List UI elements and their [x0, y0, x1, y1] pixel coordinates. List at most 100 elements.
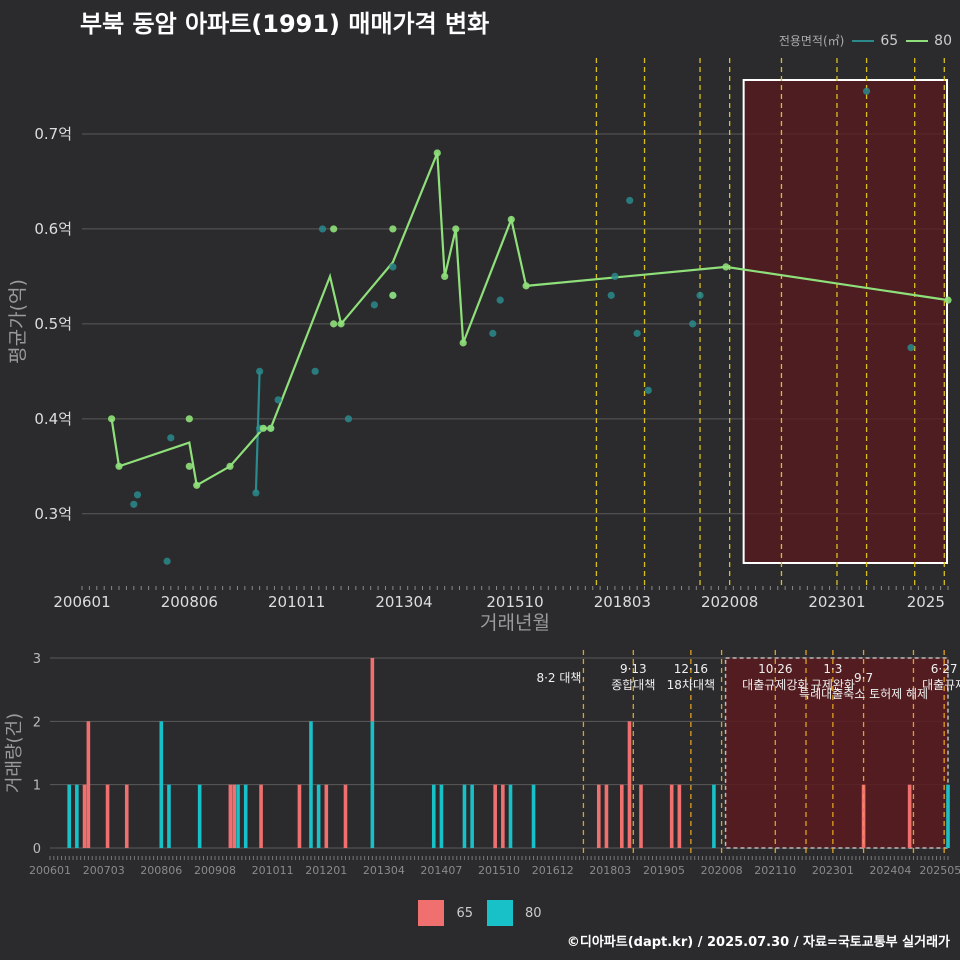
volume-bar-65 — [324, 784, 329, 848]
volume-bar-80 — [370, 721, 375, 848]
volume-bar-65 — [259, 784, 263, 848]
volume-x-tick-label: 202008 — [701, 864, 743, 877]
volume-x-tick-label: 200908 — [194, 864, 236, 877]
data-point-65 — [644, 386, 652, 394]
x-axis-title: 거래년월 — [480, 612, 550, 634]
data-point-65 — [696, 291, 704, 299]
data-point-80 — [522, 282, 530, 290]
data-point-65 — [274, 396, 282, 404]
volume-bar-65 — [370, 658, 375, 722]
policy-annotation: 대출규제 — [922, 678, 960, 692]
x-tick-label: 202301 — [808, 593, 865, 611]
volume-bar-80 — [531, 784, 536, 848]
volume-x-tick-label: 201612 — [532, 864, 574, 877]
data-point-65 — [607, 291, 615, 299]
bottom-legend-swatch-65 — [418, 900, 445, 926]
x-tick-label: 200806 — [161, 593, 218, 611]
volume-x-tick-label: 201011 — [252, 864, 294, 877]
data-point-80 — [259, 424, 267, 432]
legend-item-65: 65 — [852, 33, 898, 49]
volume-bar-80 — [197, 784, 202, 848]
y-tick-label: 0.3억 — [34, 505, 72, 523]
data-point-80 — [722, 263, 730, 271]
volume-bar-80 — [159, 721, 164, 848]
top-legend: 전용면적(㎡) 65 80 — [779, 32, 952, 49]
policy-annotation: 종합대책 — [611, 677, 655, 692]
volume-bar-80 — [431, 784, 436, 848]
data-point-65 — [130, 500, 138, 508]
data-point-80 — [108, 415, 116, 423]
x-tick-label: 200601 — [53, 593, 110, 611]
y-tick-label: 0.6억 — [34, 220, 72, 238]
volume-bar-65 — [493, 784, 497, 848]
data-point-65 — [489, 329, 497, 337]
data-point-80 — [185, 462, 193, 470]
volume-x-tick-label: 202505 — [919, 864, 960, 877]
legend-item-80: 80 — [906, 33, 952, 49]
data-point-65 — [370, 301, 378, 309]
data-point-65 — [163, 557, 171, 565]
volume-bar-65 — [232, 784, 237, 848]
volume-y-tick-label: 0 — [33, 842, 41, 857]
volume-x-tick-label: 202301 — [812, 864, 854, 877]
data-point-65 — [496, 296, 504, 304]
volume-bar-65 — [124, 784, 129, 848]
volume-bar-80 — [309, 721, 313, 848]
policy-annotation: 9·7 — [854, 671, 873, 685]
volume-bar-80 — [712, 784, 716, 848]
bottom-legend-item-80: 80 — [487, 900, 542, 926]
policy-annotation: 8·2 대책 — [536, 670, 581, 685]
volume-bar-80 — [75, 784, 79, 848]
x-tick-label: 201304 — [375, 593, 432, 611]
bottom-legend: 65 80 — [0, 900, 960, 926]
volume-x-tick-label: 201201 — [305, 864, 347, 877]
legend-label-80: 80 — [934, 32, 952, 49]
bottom-legend-item-65: 65 — [418, 900, 473, 926]
volume-bar-80 — [236, 784, 240, 848]
volume-y-tick-label: 3 — [33, 652, 41, 667]
volume-bar-80 — [439, 784, 444, 848]
policy-annotation: 18차대책 — [667, 677, 715, 692]
data-point-65 — [907, 344, 915, 352]
data-point-65 — [133, 491, 142, 499]
policy-annotation: 특례대출축소 토허제 해제 — [799, 687, 928, 701]
data-point-80 — [115, 462, 123, 470]
data-point-80 — [330, 225, 338, 233]
volume-bar-65 — [228, 784, 233, 848]
x-tick-label: 201510 — [486, 593, 543, 611]
policy-annotation: 규제완화 — [811, 678, 855, 692]
volume-x-tick-label: 201510 — [478, 864, 520, 877]
legend-title: 전용면적(㎡) — [778, 34, 845, 48]
volume-x-tick-label: 201304 — [363, 864, 405, 877]
data-point-65 — [252, 489, 260, 497]
volume-y-tick-label: 1 — [33, 779, 41, 794]
volume-bar-65 — [596, 784, 601, 848]
volume-y-axis-title: 거래량(건) — [4, 713, 25, 793]
volume-bar-65 — [677, 784, 682, 848]
x-tick-label: 201011 — [268, 593, 325, 611]
data-point-80 — [433, 149, 441, 157]
data-point-65 — [862, 87, 871, 95]
chart-title: 부북 동암 아파트(1991) 매매가격 변화 — [80, 10, 490, 38]
volume-bar-65 — [501, 784, 505, 848]
data-point-80 — [944, 296, 952, 304]
legend-swatch-80 — [906, 39, 929, 42]
y-tick-label: 0.7억 — [34, 125, 72, 143]
legend-swatch-65 — [852, 39, 875, 42]
x-tick-label: 202008 — [701, 593, 758, 611]
data-point-65 — [311, 367, 319, 375]
volume-bar-80 — [470, 784, 474, 848]
data-point-80 — [267, 424, 275, 432]
data-point-80 — [337, 320, 345, 328]
volume-x-tick-label: 201803 — [589, 864, 631, 877]
volume-bar-65 — [82, 784, 87, 848]
policy-annotation: 1·3 — [823, 662, 842, 676]
bottom-legend-label-65: 65 — [456, 905, 473, 921]
volume-bar-65 — [105, 784, 110, 848]
volume-x-tick-label: 201407 — [420, 864, 462, 877]
volume-bar-80 — [462, 784, 467, 848]
data-point-80 — [441, 272, 449, 280]
legend-label-65: 65 — [880, 32, 899, 49]
